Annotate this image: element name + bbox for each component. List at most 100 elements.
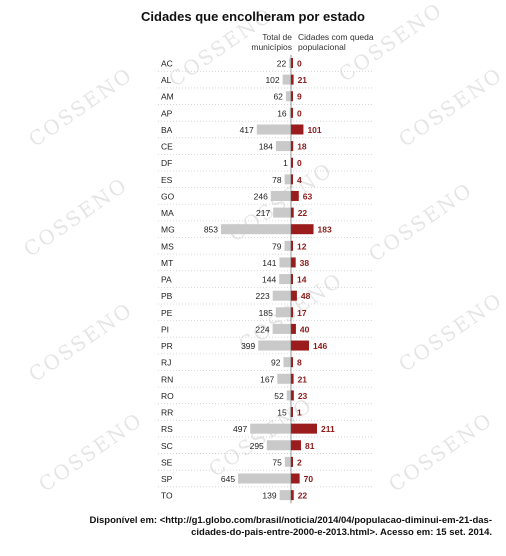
value-label-decline: 38 (300, 258, 310, 268)
value-label-decline: 22 (298, 491, 308, 501)
bar-total (258, 340, 291, 351)
value-label-total: 141 (262, 258, 276, 268)
bar-total (283, 357, 291, 368)
value-label-decline: 0 (297, 59, 302, 69)
bar-decline (291, 207, 294, 218)
bar-decline (291, 240, 293, 251)
bar-total (279, 257, 291, 268)
value-label-total: 139 (262, 491, 276, 501)
value-label-decline: 4 (297, 175, 302, 185)
value-label-decline: 0 (297, 158, 302, 168)
bar-total (279, 490, 291, 501)
value-label-total: 417 (240, 125, 254, 135)
value-label-decline: 22 (298, 208, 308, 218)
value-label-decline: 70 (304, 474, 314, 484)
bar-total (221, 224, 291, 235)
category-label: PR (161, 341, 173, 351)
bar-decline (291, 390, 294, 401)
category-label: PI (161, 324, 169, 334)
category-label: SC (161, 441, 173, 451)
value-label-total: 497 (233, 424, 247, 434)
value-label-total: 16 (277, 108, 287, 118)
category-label: AP (161, 108, 173, 118)
bar-total (279, 274, 291, 285)
source-line-2: cidades-do-pais-entre-2000-e-2013.html>.… (191, 527, 492, 538)
value-label-total: 295 (250, 441, 264, 451)
bar-total (275, 307, 291, 318)
bar-total (270, 190, 291, 201)
bar-total (272, 290, 291, 301)
value-label-decline: 48 (301, 291, 311, 301)
bar-decline (291, 141, 294, 152)
category-label: MG (161, 225, 175, 235)
value-label-decline: 63 (303, 191, 313, 201)
bar-decline (291, 423, 317, 434)
bar-decline (291, 174, 293, 185)
value-label-total: 645 (221, 474, 235, 484)
bar-decline (291, 373, 294, 384)
category-label: AC (161, 59, 173, 69)
value-label-decline: 8 (297, 358, 302, 368)
value-label-total: 75 (272, 457, 282, 467)
value-label-decline: 17 (297, 308, 307, 318)
source-line-1: Disponível em: <http://g1.globo.com/bras… (89, 515, 492, 526)
bar-total (284, 240, 291, 251)
chart-title: Cidades que encolheram por estado (141, 9, 365, 24)
value-label-total: 15 (277, 408, 287, 418)
bar-decline (291, 323, 296, 334)
bar-total (250, 423, 291, 434)
bar-total (272, 323, 291, 334)
category-label: SP (161, 474, 173, 484)
value-label-total: 144 (262, 275, 276, 285)
category-label: TO (161, 491, 173, 501)
category-label: PB (161, 291, 173, 301)
category-label: AM (161, 92, 174, 102)
column-header-decline: Cidades com queda populacional (298, 32, 374, 52)
category-label: BA (161, 125, 173, 135)
value-label-decline: 0 (297, 108, 302, 118)
bar-decline (291, 456, 293, 467)
category-label: RJ (161, 358, 171, 368)
category-label: RN (161, 374, 173, 384)
value-label-decline: 2 (297, 457, 302, 467)
value-label-decline: 18 (297, 142, 307, 152)
value-label-decline: 211 (321, 424, 335, 434)
category-label: DF (161, 158, 172, 168)
bar-total (286, 390, 291, 401)
category-label: RO (161, 391, 174, 401)
bar-total (284, 456, 291, 467)
value-label-decline: 14 (297, 275, 307, 285)
value-label-decline: 9 (297, 92, 302, 102)
bar-total (275, 141, 291, 152)
bar-decline (291, 107, 293, 118)
value-label-total: 853 (204, 225, 218, 235)
bar-decline (291, 490, 294, 501)
bar-total (266, 440, 291, 451)
bar-decline (291, 157, 293, 168)
bar-decline (291, 440, 301, 451)
value-label-total: 22 (277, 59, 287, 69)
bar-total (289, 58, 291, 68)
bar-decline (291, 307, 294, 318)
value-label-decline: 183 (318, 225, 332, 235)
value-label-total: 185 (259, 308, 273, 318)
value-label-total: 52 (274, 391, 284, 401)
bar-total (285, 91, 291, 102)
value-label-total: 102 (265, 75, 279, 85)
category-label: CE (161, 142, 173, 152)
bar-total (284, 174, 291, 185)
value-label-decline: 23 (298, 391, 308, 401)
bar-decline (291, 290, 297, 301)
value-label-decline: 1 (297, 408, 302, 418)
bar-decline (291, 274, 293, 285)
bar-total (273, 207, 291, 218)
bar-decline (291, 257, 296, 268)
category-label: MA (161, 208, 174, 218)
value-label-total: 78 (272, 175, 282, 185)
value-label-total: 92 (271, 358, 281, 368)
value-label-decline: 40 (300, 324, 310, 334)
value-label-total: 167 (260, 374, 274, 384)
category-label: AL (161, 75, 172, 85)
bar-total (289, 107, 291, 118)
